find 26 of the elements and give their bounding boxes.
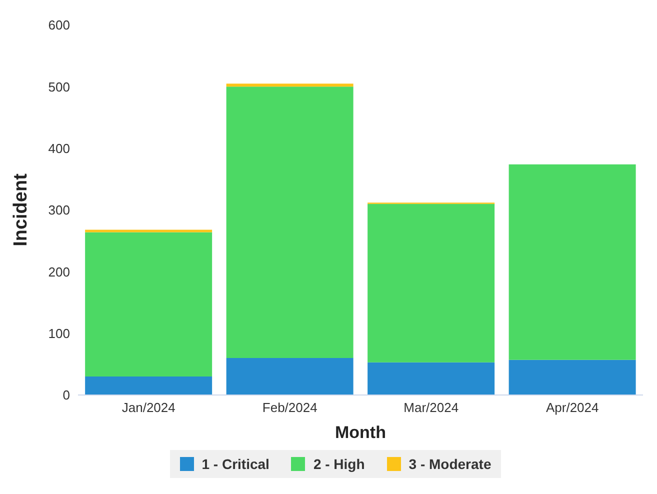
x-tick-label: Mar/2024 [404,400,459,416]
bar [368,204,495,362]
legend-label: 3 - Moderate [408,456,492,472]
y-tick-label: 0 [62,388,70,403]
x-tick-label: Jan/2024 [122,400,176,416]
bar [368,362,495,395]
bar [85,232,212,376]
bar [508,360,636,395]
bar [85,230,212,232]
bar [226,358,354,395]
y-tick-label: 100 [48,326,70,341]
y-tick-label: 400 [48,140,70,156]
bar [226,86,354,358]
bar [508,164,636,360]
legend-label: 2 - High [312,456,365,472]
y-tick-label: 200 [48,264,70,280]
bar [85,376,212,395]
x-tick-label: Apr/2024 [546,400,599,416]
x-tick-label: Feb/2024 [262,400,318,416]
y-axis-title: Incident [10,172,32,246]
y-tick-label: 300 [48,202,70,218]
legend-label: 1 - Critical [200,456,270,472]
y-tick-label: 500 [48,79,70,94]
x-axis-title: Month [335,423,386,442]
y-tick-label: 600 [48,18,70,33]
bar [226,84,354,87]
